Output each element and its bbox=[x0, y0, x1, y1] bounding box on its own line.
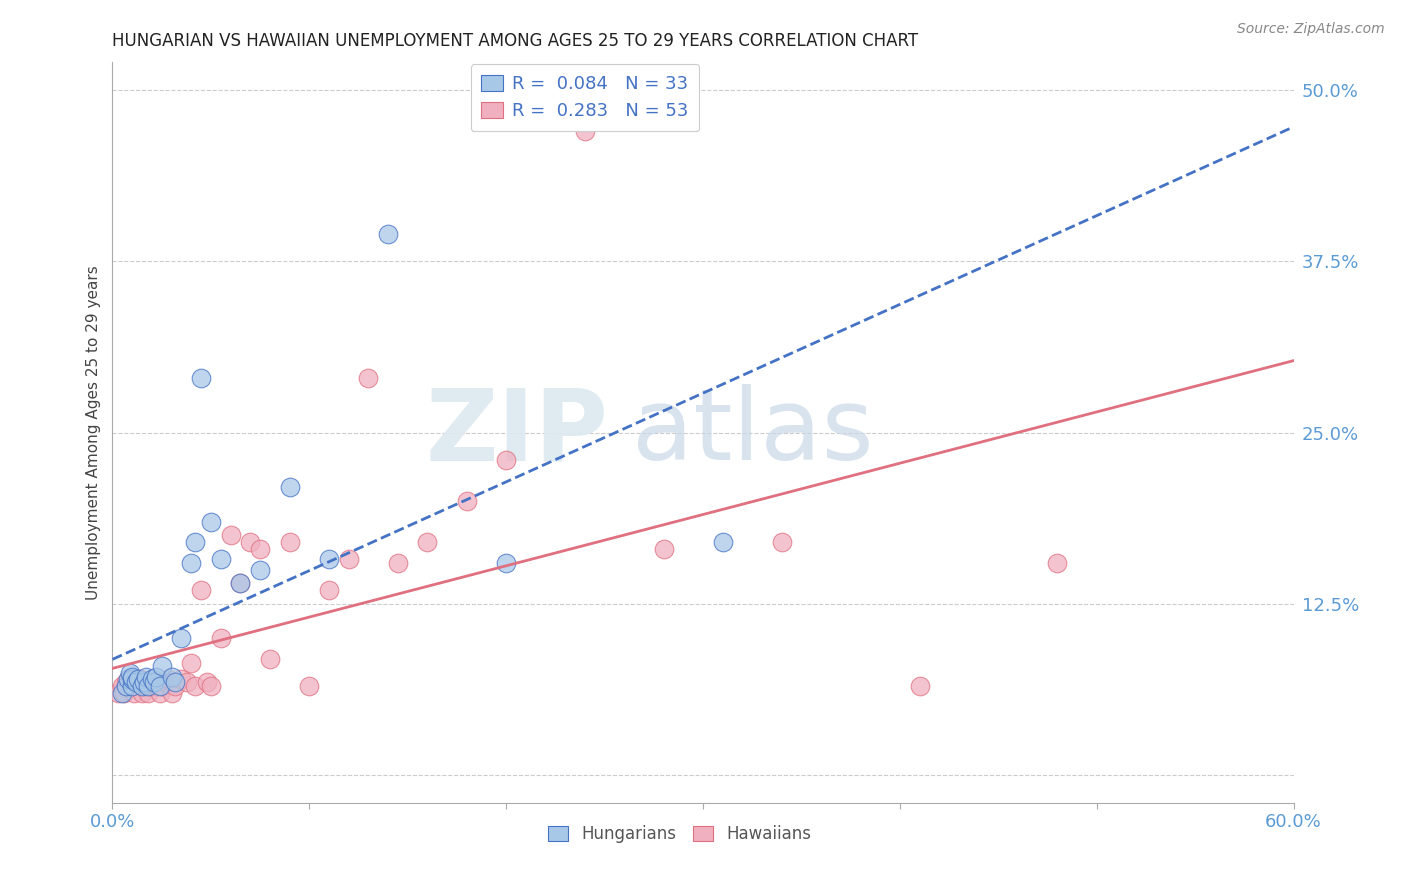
Point bbox=[229, 576, 252, 591]
Point bbox=[117, 679, 139, 693]
Point bbox=[142, 675, 165, 690]
Point bbox=[111, 679, 134, 693]
Point bbox=[456, 494, 478, 508]
Point bbox=[136, 686, 159, 700]
Point bbox=[318, 551, 340, 566]
Point bbox=[652, 542, 675, 557]
Point bbox=[190, 583, 212, 598]
Point bbox=[908, 679, 931, 693]
Point bbox=[150, 679, 173, 693]
Point bbox=[115, 675, 138, 690]
Point bbox=[357, 371, 380, 385]
Legend: Hungarians, Hawaiians: Hungarians, Hawaiians bbox=[541, 819, 818, 850]
Point bbox=[170, 632, 193, 646]
Point bbox=[184, 535, 207, 549]
Point bbox=[387, 556, 409, 570]
Point bbox=[1046, 556, 1069, 570]
Point bbox=[377, 227, 399, 241]
Point bbox=[129, 673, 152, 687]
Point bbox=[200, 679, 222, 693]
Point bbox=[150, 658, 173, 673]
Point bbox=[219, 528, 242, 542]
Point bbox=[115, 679, 138, 693]
Point bbox=[170, 673, 193, 687]
Point bbox=[125, 675, 148, 690]
Point bbox=[318, 583, 340, 598]
Point bbox=[770, 535, 793, 549]
Point bbox=[165, 675, 187, 690]
Point bbox=[149, 679, 172, 693]
Point bbox=[139, 679, 162, 693]
Point bbox=[259, 652, 281, 666]
Point bbox=[121, 670, 143, 684]
Point bbox=[120, 665, 142, 680]
Point bbox=[120, 673, 142, 687]
Point bbox=[149, 686, 172, 700]
Point bbox=[132, 675, 155, 690]
Point bbox=[495, 556, 517, 570]
Point bbox=[135, 675, 157, 690]
Point bbox=[337, 551, 360, 566]
Point bbox=[156, 673, 179, 687]
Point bbox=[127, 679, 149, 693]
Point bbox=[155, 675, 177, 690]
Point bbox=[132, 679, 155, 693]
Point bbox=[184, 679, 207, 693]
Point bbox=[142, 675, 165, 690]
Point bbox=[141, 673, 163, 687]
Point bbox=[121, 673, 143, 687]
Point bbox=[165, 679, 187, 693]
Point bbox=[160, 670, 183, 684]
Point bbox=[180, 556, 202, 570]
Point bbox=[278, 480, 301, 494]
Point bbox=[107, 686, 129, 700]
Point bbox=[416, 535, 439, 549]
Point bbox=[160, 686, 183, 700]
Text: HUNGARIAN VS HAWAIIAN UNEMPLOYMENT AMONG AGES 25 TO 29 YEARS CORRELATION CHART: HUNGARIAN VS HAWAIIAN UNEMPLOYMENT AMONG… bbox=[112, 32, 918, 50]
Point bbox=[127, 673, 149, 687]
Point bbox=[131, 679, 153, 693]
Point bbox=[229, 576, 252, 591]
Point bbox=[145, 670, 167, 684]
Point bbox=[121, 679, 143, 693]
Point bbox=[195, 675, 218, 690]
Point bbox=[278, 535, 301, 549]
Point bbox=[135, 670, 157, 684]
Y-axis label: Unemployment Among Ages 25 to 29 years: Unemployment Among Ages 25 to 29 years bbox=[86, 265, 101, 600]
Point bbox=[495, 453, 517, 467]
Point bbox=[141, 673, 163, 687]
Point bbox=[131, 686, 153, 700]
Point bbox=[121, 679, 143, 693]
Point bbox=[298, 679, 321, 693]
Point bbox=[176, 675, 198, 690]
Point bbox=[125, 675, 148, 690]
Point bbox=[574, 124, 596, 138]
Text: Source: ZipAtlas.com: Source: ZipAtlas.com bbox=[1237, 22, 1385, 37]
Point bbox=[209, 632, 232, 646]
Point bbox=[112, 686, 135, 700]
Point bbox=[136, 679, 159, 693]
Point bbox=[180, 656, 202, 670]
Point bbox=[249, 563, 271, 577]
Point bbox=[117, 673, 139, 687]
Point bbox=[200, 515, 222, 529]
Point bbox=[111, 686, 134, 700]
Point bbox=[239, 535, 262, 549]
Point bbox=[711, 535, 734, 549]
Point bbox=[209, 551, 232, 566]
Point bbox=[249, 542, 271, 557]
Point bbox=[122, 686, 145, 700]
Point bbox=[146, 675, 169, 690]
Text: ZIP: ZIP bbox=[426, 384, 609, 481]
Point bbox=[190, 371, 212, 385]
Point bbox=[145, 679, 167, 693]
Text: atlas: atlas bbox=[633, 384, 873, 481]
